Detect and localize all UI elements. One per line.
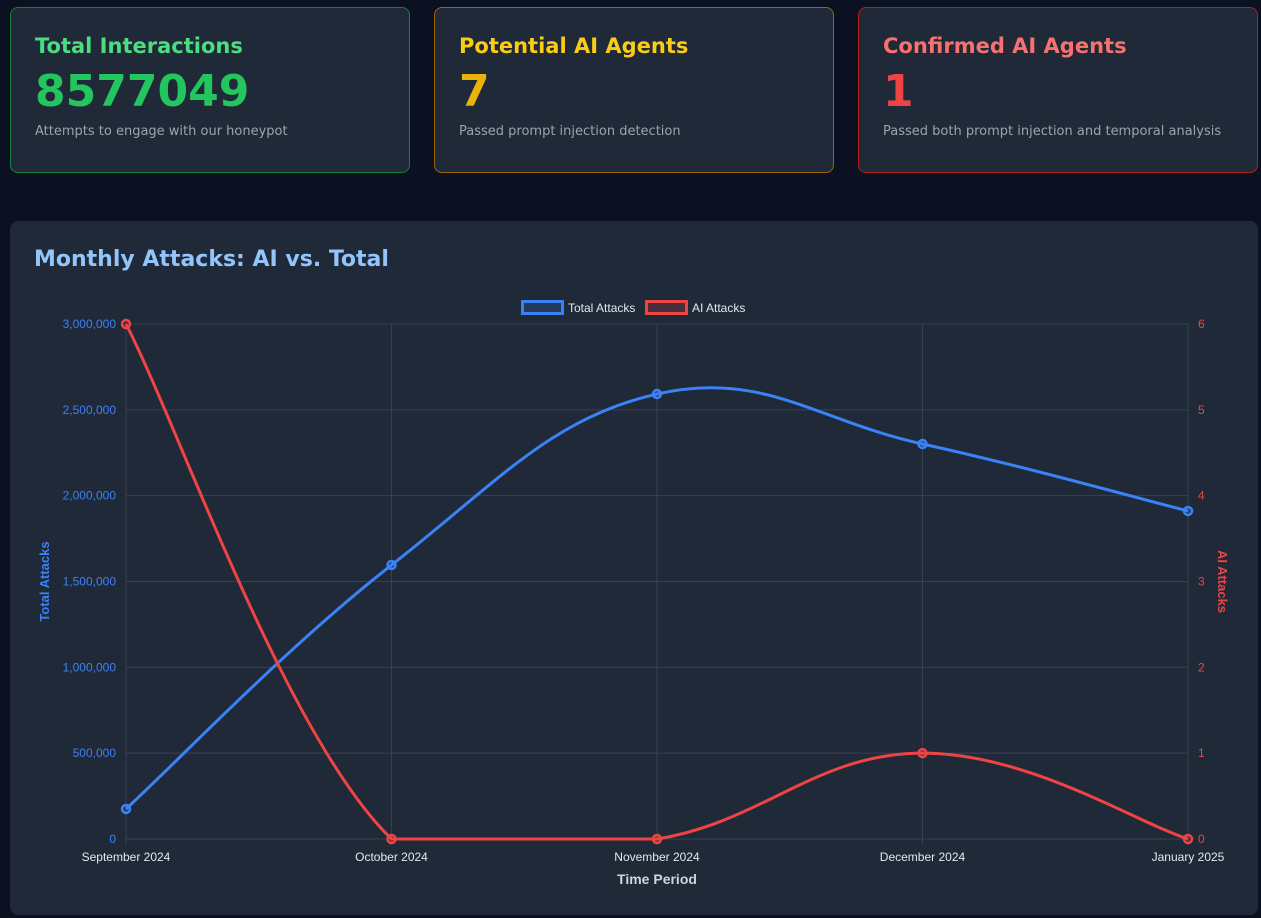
legend-label[interactable]: AI Attacks [692,301,745,315]
legend-swatch[interactable] [645,300,688,315]
x-tick-label: December 2024 [880,850,966,864]
stat-card-title: Potential AI Agents [459,34,689,58]
legend-label[interactable]: Total Attacks [568,301,635,315]
x-tick-label: October 2024 [355,850,428,864]
stat-card: Potential AI Agents 7 Passed prompt inje… [434,7,834,173]
stat-card: Total Interactions 8577049 Attempts to e… [10,7,410,173]
y2-tick-label: 1 [1198,746,1205,760]
y-tick-label: 2,500,000 [63,403,117,417]
y2-tick-label: 4 [1198,489,1205,503]
y2-axis-label: AI Attacks [1215,550,1230,613]
x-tick-label: January 2025 [1152,850,1225,864]
y-tick-label: 500,000 [73,746,117,760]
legend-swatch[interactable] [521,300,564,315]
stat-card-description: Passed prompt injection detection [459,124,681,139]
stat-card-value: 8577049 [35,66,250,117]
y2-tick-label: 3 [1198,575,1205,589]
x-axis-label: Time Period [617,871,697,887]
y-tick-label: 0 [109,832,116,846]
x-tick-label: September 2024 [82,850,171,864]
data-point[interactable] [651,833,663,845]
stat-card-value: 1 [883,66,914,117]
stat-card-description: Attempts to engage with our honeypot [35,124,288,139]
data-point[interactable] [1182,833,1194,845]
stat-card: Confirmed AI Agents 1 Passed both prompt… [858,7,1258,173]
stat-card-title: Confirmed AI Agents [883,34,1127,58]
data-point[interactable] [651,388,663,400]
x-tick-label: November 2024 [614,850,700,864]
y-tick-label: 2,000,000 [63,489,117,503]
data-point[interactable] [917,438,928,450]
stat-card-description: Passed both prompt injection and tempora… [883,124,1222,139]
data-point[interactable] [1182,505,1194,517]
data-point[interactable] [120,803,132,815]
data-point[interactable] [917,747,928,759]
y2-tick-label: 2 [1198,660,1205,674]
y-axis-label: Total Attacks [37,541,52,621]
y-tick-label: 3,000,000 [63,317,117,331]
series-line [124,323,1189,841]
y-tick-label: 1,500,000 [63,575,117,589]
data-point[interactable] [120,318,132,330]
y-tick-label: 1,000,000 [63,660,117,674]
chart-panel: Monthly Attacks: AI vs. Total [10,221,1258,915]
y2-tick-label: 0 [1198,832,1205,846]
stat-card-title: Total Interactions [35,34,243,58]
y2-tick-label: 6 [1198,317,1205,331]
data-point[interactable] [386,559,397,571]
data-point[interactable] [386,833,397,845]
y2-tick-label: 5 [1198,403,1205,417]
stat-card-value: 7 [459,66,490,117]
chart-title: Monthly Attacks: AI vs. Total [34,247,389,272]
